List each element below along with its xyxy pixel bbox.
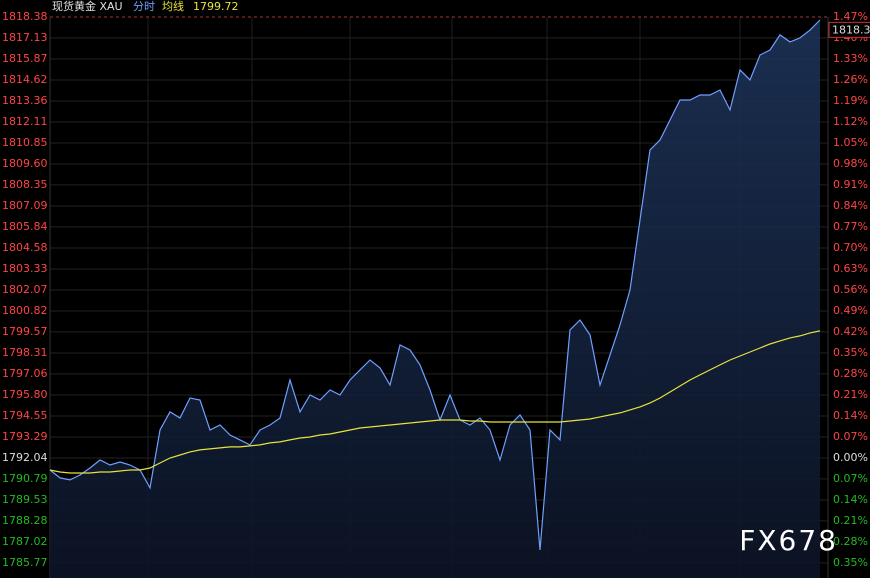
legend-entry: 均线 — [162, 0, 184, 13]
y2-tick-label: 1.05% — [833, 136, 868, 149]
series-line — [49, 330, 821, 474]
y2-tick-label: 0.21% — [833, 514, 868, 527]
price-tag-box — [828, 21, 870, 38]
y2-tick-label: 1.33% — [833, 52, 868, 65]
series-line — [49, 19, 821, 550]
y2-tick-label: 0.77% — [833, 220, 868, 233]
y-tick-label: 1799.57 — [2, 325, 48, 338]
y-tick-label: 1804.58 — [2, 241, 48, 254]
y-tick-label: 1793.29 — [2, 430, 48, 443]
area-fill — [50, 20, 820, 578]
y2-tick-label: 1.47% — [833, 10, 868, 23]
y-tick-label: 1818.38 — [2, 10, 48, 23]
y-tick-label: 1809.60 — [2, 157, 48, 170]
y2-tick-label: 0.14% — [833, 493, 868, 506]
watermark: FX678 — [739, 524, 838, 557]
y2-tick-label: 0.91% — [833, 178, 868, 191]
y-tick-label: 1817.13 — [2, 31, 48, 44]
y-tick-label: 1802.07 — [2, 283, 48, 296]
y2-tick-label: 0.28% — [833, 535, 868, 548]
y2-tick-label: 0.35% — [833, 556, 868, 569]
y-tick-label: 1800.82 — [2, 304, 48, 317]
y2-tick-label: 0.35% — [833, 346, 868, 359]
y-tick-label: 1812.11 — [2, 115, 48, 128]
y2-tick-label: 0.56% — [833, 283, 868, 296]
y2-tick-label: 0.21% — [833, 388, 868, 401]
y-tick-label: 1792.04 — [2, 451, 48, 464]
y-tick-label: 1797.06 — [2, 367, 48, 380]
y-tick-label: 1798.31 — [2, 346, 48, 359]
y2-tick-label: 1.26% — [833, 73, 868, 86]
y-tick-label: 1810.85 — [2, 136, 48, 149]
y2-tick-label: 0.07% — [833, 430, 868, 443]
y-tick-label: 1807.09 — [2, 199, 48, 212]
y-tick-label: 1785.77 — [2, 556, 48, 569]
y-tick-label: 1813.36 — [2, 94, 48, 107]
y2-tick-label: 0.14% — [833, 409, 868, 422]
y-tick-label: 1795.80 — [2, 388, 48, 401]
y-tick-label: 1805.84 — [2, 220, 48, 233]
y2-tick-label: 0.49% — [833, 304, 868, 317]
y-tick-label: 1788.28 — [2, 514, 48, 527]
chart-title: 现货黄金 XAU — [52, 0, 123, 13]
y-tick-label: 1789.53 — [2, 493, 48, 506]
legend-entry: 分时 — [133, 0, 155, 13]
y2-tick-label: 0.84% — [833, 199, 868, 212]
y2-tick-label: 0.70% — [833, 241, 868, 254]
y2-tick-label: 1.19% — [833, 94, 868, 107]
price-tag: 1818.3 — [832, 23, 870, 36]
y2-tick-label: 0.28% — [833, 367, 868, 380]
y-tick-label: 1815.87 — [2, 52, 48, 65]
y2-tick-label: 0.63% — [833, 262, 868, 275]
y-tick-label: 1803.33 — [2, 262, 48, 275]
y-tick-label: 1794.55 — [2, 409, 48, 422]
y-tick-label: 1790.79 — [2, 472, 48, 485]
y-tick-label: 1787.02 — [2, 535, 48, 548]
y-tick-label: 1808.35 — [2, 178, 48, 191]
y2-tick-label: 1.12% — [833, 115, 868, 128]
y2-tick-label: 0.98% — [833, 157, 868, 170]
avg-value: 1799.72 — [193, 0, 239, 13]
y2-tick-label: 0.00% — [833, 451, 868, 464]
y-tick-label: 1814.62 — [2, 73, 48, 86]
y2-tick-label: 0.42% — [833, 325, 868, 338]
y2-tick-label: 0.07% — [833, 472, 868, 485]
